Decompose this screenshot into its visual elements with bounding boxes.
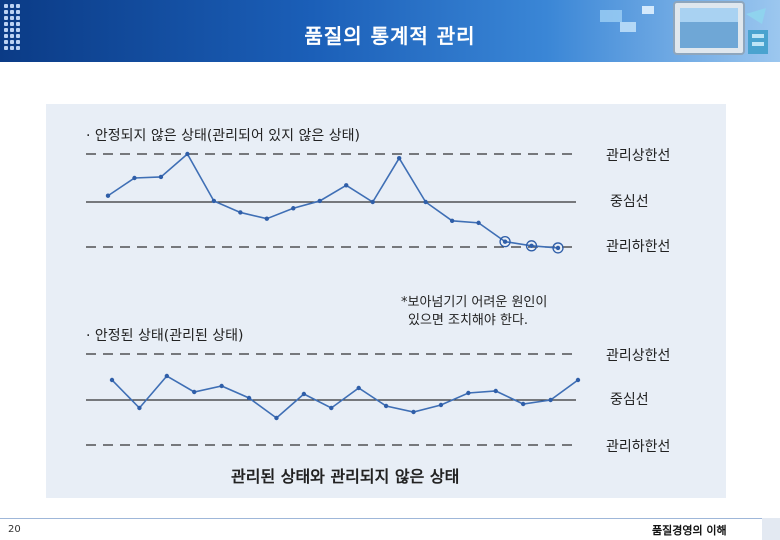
unstable-data-point [529, 243, 534, 249]
unstable-data-point [370, 199, 375, 205]
upper-lcl-label: 관리하한선 [606, 239, 670, 255]
upper-ucl-label: 관리상한선 [606, 148, 670, 164]
stable-data-point [219, 383, 224, 389]
unstable-data-point [105, 193, 111, 198]
unstable-data-point [555, 245, 561, 251]
stable-data-point [466, 390, 471, 396]
stable-data-point [520, 401, 526, 407]
stable-data-point [164, 373, 170, 379]
upper-series [105, 151, 564, 254]
stable-data-point [548, 397, 553, 403]
lower-lcl-label: 관리하한선 [606, 439, 670, 455]
figure-caption: 관리된 상태와 관리되지 않은 상태 [231, 467, 459, 486]
unstable-data-point [449, 218, 455, 223]
dot-grid-decoration [4, 4, 22, 52]
stable-data-point [109, 377, 115, 383]
annotation-line-2: 있으면 조치해야 한다. [408, 313, 528, 328]
page-number: 20 [8, 524, 21, 535]
unstable-data-point [264, 216, 270, 221]
computer-monitor-icon [600, 1, 768, 55]
unstable-data-point [317, 198, 322, 204]
slide-title: 품질의 통계적 관리 [304, 24, 476, 48]
unstable-data-point [344, 183, 349, 188]
slide-header: 품질의 통계적 관리 [0, 0, 780, 62]
lower-ucl-label: 관리상한선 [606, 348, 670, 364]
stable-data-point [329, 405, 334, 411]
unstable-data-point [396, 155, 402, 161]
stable-data-point [274, 415, 279, 421]
stable-heading: · 안정된 상태(관리된 상태) [86, 328, 244, 344]
stable-data-point [383, 403, 389, 409]
unstable-series-line [107, 152, 559, 249]
upper-cl-label: 중심선 [610, 194, 649, 210]
unstable-data-point [291, 206, 296, 211]
control-chart-figure: · 안정되지 않은 상태(관리되어 있지 않은 상태) 관리상한선 중심선 관리… [46, 104, 726, 498]
stable-series-line [111, 374, 579, 420]
stable-data-point [575, 377, 581, 383]
stable-data-point [301, 391, 307, 397]
stable-data-point [192, 389, 197, 395]
stable-data-point [411, 409, 416, 415]
lower-cl-label: 중심선 [610, 392, 649, 408]
footer-divider [0, 518, 780, 519]
stable-data-point [246, 395, 252, 401]
stable-data-point [493, 388, 498, 394]
unstable-data-point [502, 239, 508, 244]
unstable-data-point [476, 220, 481, 226]
unstable-data-point [238, 210, 243, 215]
unstable-heading: · 안정되지 않은 상태(관리되어 있지 않은 상태) [86, 128, 360, 144]
unstable-data-point [211, 198, 217, 204]
unstable-data-point [158, 174, 164, 180]
annotation-line-1: *보아넘기기 어려운 원인이 [401, 295, 547, 310]
stable-data-point [356, 385, 361, 391]
flagged-point-marker [552, 242, 564, 254]
footer-title: 품질경영의 이해 [652, 524, 727, 537]
unstable-data-point [423, 199, 428, 205]
flagged-point-marker [499, 236, 511, 248]
control-chart-svg: · 안정되지 않은 상태(관리되어 있지 않은 상태) 관리상한선 중심선 관리… [86, 128, 670, 486]
unstable-data-point [185, 151, 190, 157]
flagged-point-marker [525, 240, 538, 252]
footer-corner-decoration [762, 518, 780, 540]
unstable-data-point [132, 175, 137, 181]
stable-data-point [137, 405, 142, 411]
stable-data-point [438, 402, 444, 408]
lower-series [109, 373, 581, 421]
